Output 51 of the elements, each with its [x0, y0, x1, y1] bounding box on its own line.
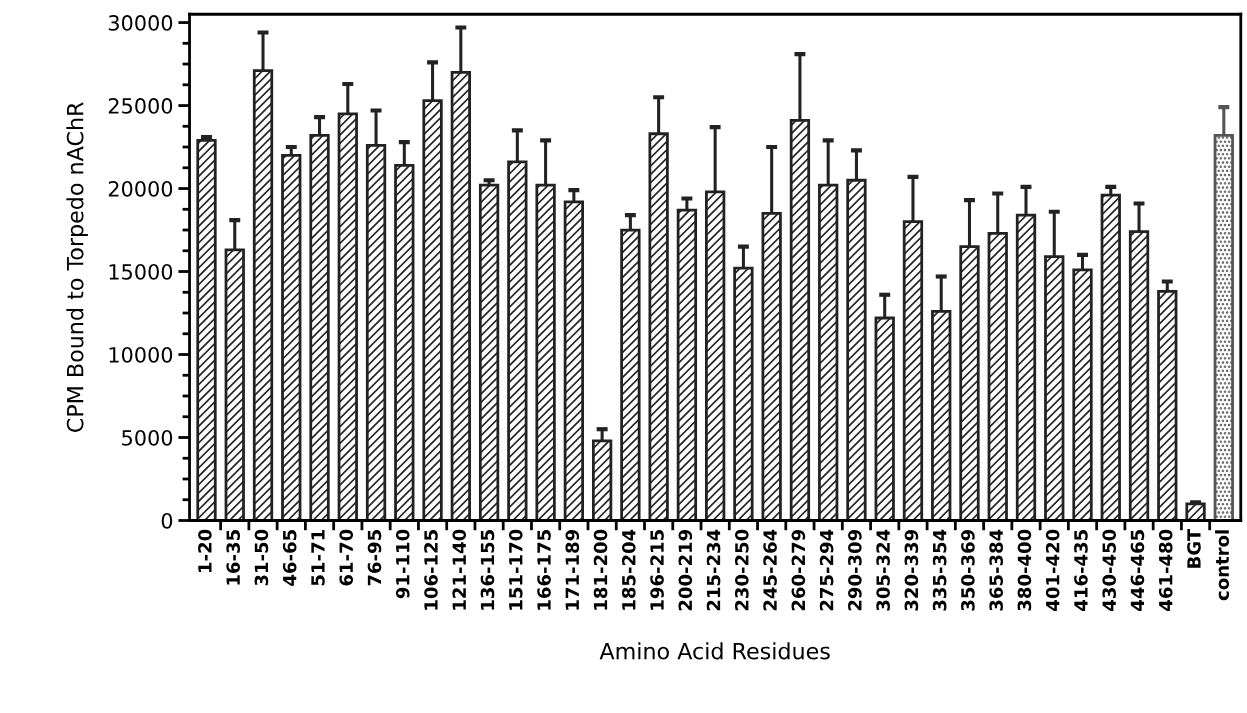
x-tick-label: 46-65 [282, 530, 297, 586]
y-tick-label: 30000 [108, 15, 173, 31]
x-tick-label: 151-170 [508, 529, 523, 610]
x-tick-label: 61-70 [339, 529, 354, 586]
x-tick-label: 290-309 [848, 529, 862, 611]
x-tick-label: 91-110 [395, 529, 410, 599]
x-axis-title: Amino Acid Residues [599, 642, 830, 660]
x-tick-label: 446-465 [1130, 530, 1145, 611]
y-tick-label: 10000 [109, 346, 173, 363]
x-tick-label: 51-71 [311, 530, 325, 586]
bar [478, 183, 500, 521]
x-tick-label: 1-20 [198, 529, 212, 572]
x-tick-label: 320-339 [904, 529, 919, 611]
y-tick-label: 15000 [109, 263, 173, 280]
y-tick-label: 20000 [108, 180, 173, 197]
x-tick-label: 215-234 [706, 529, 721, 611]
x-tick-label: 275-294 [819, 529, 834, 611]
x-tick-label: 76-95 [367, 530, 382, 586]
x-tick-label: 166-175 [537, 530, 551, 610]
x-tick-label: 245-264 [763, 529, 777, 611]
x-tick-label: 230-250 [734, 529, 749, 611]
x-tick-label: 121-140 [452, 529, 467, 610]
x-tick-label: 31-50 [254, 529, 269, 586]
x-tick-label: 181-200 [593, 529, 608, 610]
y-tick-label: 0 [161, 512, 173, 529]
x-tick-label: 16-35 [226, 530, 240, 585]
x-tick-label: 136-155 [480, 530, 495, 610]
x-tick-label: 365-384 [989, 529, 1003, 611]
x-tick-label: 196-215 [650, 530, 664, 610]
x-tick-label: 260-279 [791, 529, 806, 611]
x-tick-label: 401-420 [1045, 529, 1060, 611]
x-tick-label: 380-400 [1017, 529, 1032, 611]
x-tick-label: 350-369 [961, 529, 975, 611]
bar [1100, 193, 1121, 521]
bar [1185, 502, 1206, 521]
x-tick-label: 416-435 [1074, 530, 1088, 611]
bar [281, 153, 302, 521]
x-tick-label: control [1215, 530, 1230, 601]
x-tick-label: 335-354 [932, 529, 947, 611]
x-tick-label: 461-480 [1158, 529, 1173, 611]
x-tick-label: 171-189 [565, 529, 580, 610]
x-tick-label: BGT [1187, 528, 1201, 568]
x-tick-label: 185-204 [621, 529, 636, 610]
y-axis-title: CPM Bound to Torpedo nAChR [66, 102, 88, 432]
y-tick-label: 25000 [108, 98, 173, 114]
x-tick-label: 305-324 [876, 529, 890, 611]
x-tick-label: 430-450 [1102, 529, 1117, 611]
y-tick-label: 5000 [122, 429, 173, 446]
bar [196, 139, 217, 521]
x-tick-label: 106-125 [424, 530, 438, 610]
x-tick-label: 200-219 [678, 529, 693, 611]
